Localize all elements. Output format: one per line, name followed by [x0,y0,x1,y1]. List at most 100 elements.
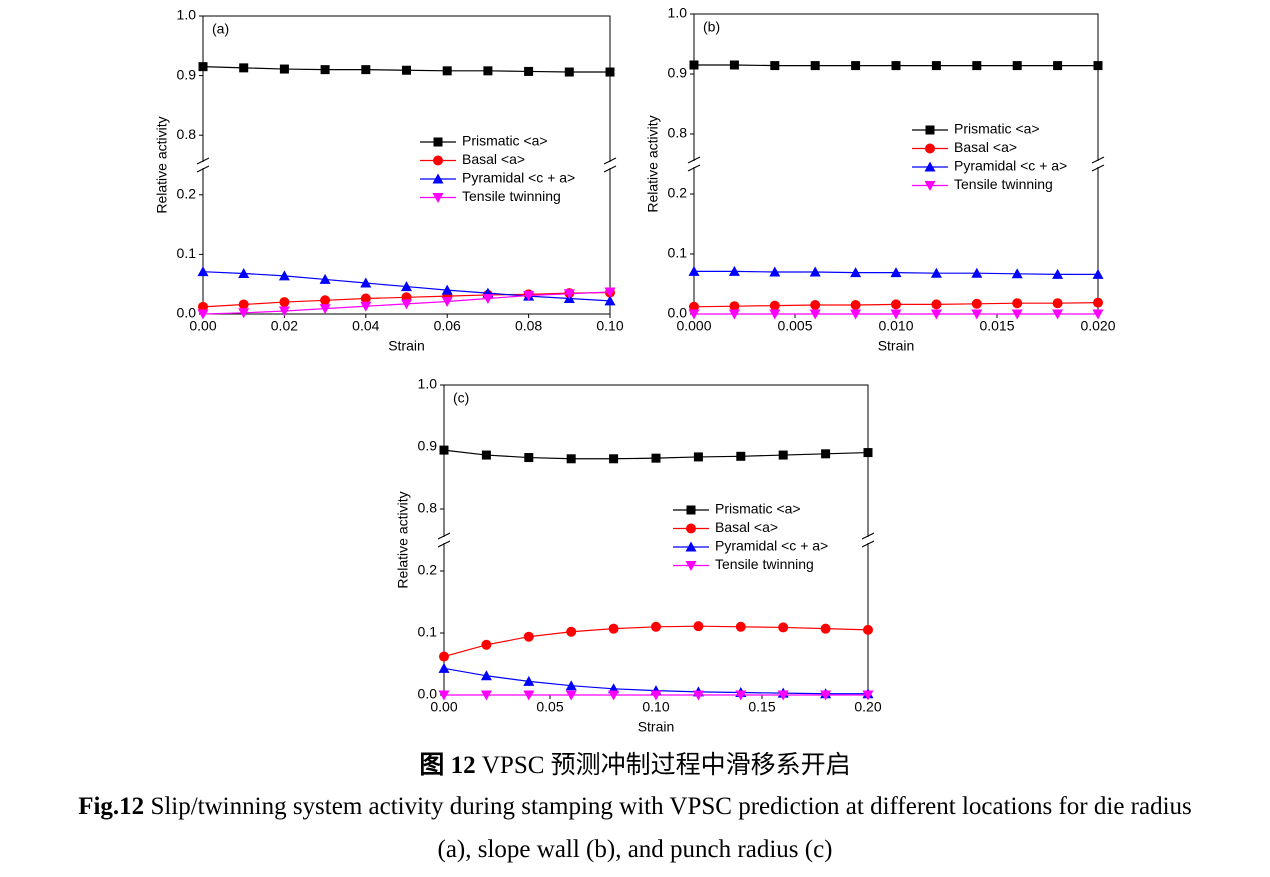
marker [480,670,492,681]
caption-en-line: Slip/twinning system activity during sta… [150,793,1191,820]
marker [971,298,982,309]
marker [1093,61,1103,71]
marker [891,61,901,71]
marker [238,308,250,319]
y-tick-label: 0.8 [668,125,688,141]
x-tick-label: 0.04 [352,318,379,334]
marker [563,289,575,300]
marker [433,155,443,166]
marker [438,690,450,701]
panel-label: (a) [212,21,229,37]
marker [524,66,534,76]
marker [360,293,371,304]
marker [925,125,935,135]
marker [1053,61,1063,71]
marker [433,137,443,147]
y-tick-label: 0.9 [177,66,197,82]
marker [769,266,781,277]
marker [850,267,862,278]
x-tick-label: 0.015 [979,318,1014,334]
marker [439,445,449,455]
x-tick-label: 0.005 [777,318,812,334]
x-tick-label: 0.020 [1080,318,1115,334]
x-tick-label: 0.20 [854,699,881,715]
x-axis-label: Strain [388,338,425,354]
marker [729,60,739,70]
marker [604,287,616,298]
chart: 0.0 0.1 0.2 0.8 0.9 1.0 0.000 0.005 0.010 0.015 0.… [645,5,1116,354]
marker [1092,309,1104,320]
y-axis-label: Relative activity [395,491,411,588]
caption-en-line: (a), slope wall (b), and punch radius (c… [438,836,833,863]
marker [850,300,861,310]
marker [564,67,574,77]
marker [523,690,535,701]
panel-label: (b) [703,19,720,35]
marker [483,66,493,76]
marker [851,61,861,71]
axis-break-gap [1091,161,1105,167]
y-tick-label: 1.0 [418,376,438,392]
axis-break [687,156,701,164]
axis-break-gap [437,537,451,543]
legend-label: Prismatic <a> [715,501,801,517]
marker [924,161,936,172]
marker [688,265,700,276]
axis-break [861,540,875,548]
marker [1052,309,1064,320]
marker [320,295,331,306]
marker [565,680,577,691]
axis-break [196,157,210,165]
axis-break [1091,156,1105,164]
marker [930,309,942,320]
marker [565,690,577,701]
marker [728,265,740,276]
marker [930,267,942,278]
legend-label: Basal <a> [715,519,778,535]
caption-cn: 图 12 VPSC 预测冲制过程中滑移系开启 [419,751,850,779]
marker [693,621,704,632]
panel-label: (c) [453,390,469,406]
marker [650,690,662,701]
marker [1012,298,1023,309]
marker [735,690,747,701]
marker [198,301,208,312]
marker [360,277,372,288]
marker [686,523,696,534]
marker [728,309,740,320]
marker [1052,298,1063,309]
x-tick-label: 0.00 [430,699,457,715]
x-tick-label: 0.10 [642,699,669,715]
marker [524,453,534,463]
marker [863,624,873,635]
axis-break [1091,164,1105,172]
caption-en: Fig.12 Slip/twinning system activity dur… [78,793,1192,820]
caption-en-label: Fig.12 [78,793,144,820]
x-tick-label: 0.010 [878,318,913,334]
axis-break-gap [196,162,210,168]
caption-cn-label: 图 12 [419,752,475,779]
marker [850,309,862,320]
marker [1012,61,1022,71]
marker [820,690,832,701]
marker [197,309,209,320]
marker [778,450,788,460]
marker [689,301,699,312]
marker [441,284,453,295]
axis-break [861,532,875,540]
marker [1011,309,1023,320]
axis-break [437,532,451,540]
marker [971,309,983,320]
legend-label: Prismatic <a> [462,133,548,149]
y-tick-label: 0.9 [668,65,688,81]
y-tick-label: 0.9 [418,438,438,454]
marker [685,541,697,552]
axis-break [603,165,617,173]
axis-break [687,164,701,172]
y-tick-label: 0.1 [418,624,438,640]
marker [729,301,740,312]
marker [432,193,444,203]
marker [319,273,331,284]
marker [605,67,615,77]
legend-label: Tensile twinning [715,556,814,572]
